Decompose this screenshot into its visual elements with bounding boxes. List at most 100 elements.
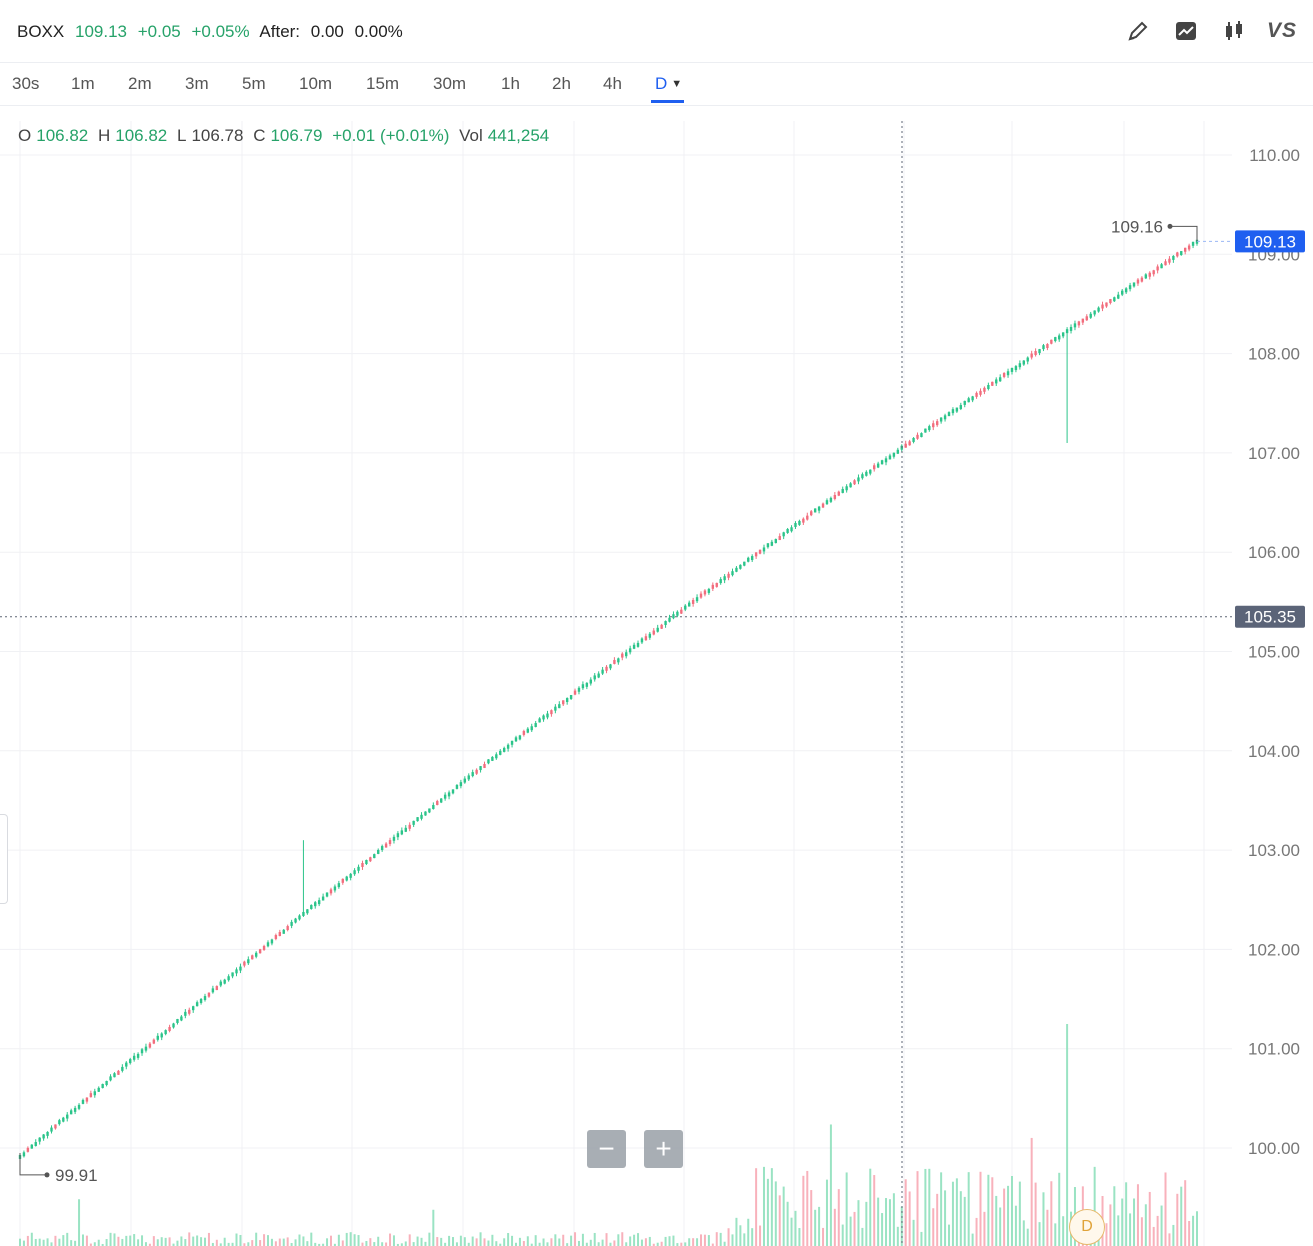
volume-bar <box>1192 1215 1195 1246</box>
candle-body <box>995 379 998 384</box>
volume-bar <box>593 1232 596 1246</box>
candle-body <box>908 441 911 446</box>
candle-body <box>1085 316 1088 321</box>
volume-bar <box>148 1243 151 1246</box>
candle-body <box>892 452 896 457</box>
candle-body <box>184 1011 187 1016</box>
candle-body <box>621 653 624 658</box>
candle-body <box>1191 241 1195 246</box>
volume-bar <box>833 1208 836 1246</box>
volume-bar <box>152 1236 155 1246</box>
volume-bar <box>798 1228 801 1246</box>
zoom-out-button[interactable]: − <box>587 1130 626 1168</box>
volume-bar <box>479 1232 482 1246</box>
volume-bar <box>192 1236 195 1246</box>
volume-bar <box>707 1235 710 1246</box>
candle-body <box>1058 335 1061 340</box>
tab-1m[interactable]: 1m <box>71 74 95 93</box>
candle-body <box>30 1144 34 1149</box>
candle-body <box>577 687 581 692</box>
tab-1h[interactable]: 1h <box>501 74 520 93</box>
candle-body <box>707 588 711 593</box>
candle-body <box>239 966 242 971</box>
tab-5m[interactable]: 5m <box>242 74 266 93</box>
tab-30s[interactable]: 30s <box>12 74 40 93</box>
volume-bar <box>888 1199 891 1246</box>
candle-body <box>747 557 750 562</box>
volume-bar <box>1125 1182 1128 1246</box>
volume-bar <box>664 1236 667 1246</box>
candle-body <box>754 552 758 557</box>
tab-3m[interactable]: 3m <box>185 74 209 93</box>
volume-bar <box>93 1242 96 1246</box>
pencil-icon[interactable] <box>1125 18 1151 44</box>
tab-2m[interactable]: 2m <box>128 74 152 93</box>
candle-body <box>853 480 856 485</box>
dividend-badge[interactable]: D <box>1069 1209 1105 1245</box>
candle-body <box>943 415 947 420</box>
volume-bar <box>944 1190 947 1246</box>
candle-body <box>987 385 990 389</box>
volume-bar <box>782 1186 785 1246</box>
candle-body <box>676 611 679 616</box>
volume-bar <box>774 1181 777 1246</box>
candle-body <box>105 1080 108 1085</box>
volume-bar <box>251 1240 254 1246</box>
volume-bar <box>644 1238 647 1246</box>
candle-body <box>282 929 285 934</box>
volume-bar <box>440 1237 443 1246</box>
candle-body <box>392 836 396 841</box>
candle-body <box>672 614 675 619</box>
candle-body <box>1042 345 1045 350</box>
candle-body <box>569 695 573 699</box>
volume-bar <box>487 1240 490 1246</box>
compare-vs-button[interactable]: VS <box>1267 19 1298 42</box>
candle-body <box>510 740 514 745</box>
candlestick-icon[interactable] <box>1221 18 1247 44</box>
tab-4h[interactable]: 4h <box>603 74 622 93</box>
candle-body <box>22 1152 26 1157</box>
side-panel-handle[interactable] <box>0 814 8 904</box>
tab-2h[interactable]: 2h <box>552 74 571 93</box>
candle-body <box>1152 270 1155 275</box>
tab-15m[interactable]: 15m <box>366 74 400 93</box>
candle-body <box>542 715 545 720</box>
tab-daily-label: D <box>655 74 668 93</box>
candle-body <box>876 463 880 468</box>
symbol[interactable]: BOXX <box>17 22 65 41</box>
volume-bar <box>885 1198 888 1246</box>
volume-bar <box>514 1242 517 1246</box>
tab-30m[interactable]: 30m <box>433 74 467 93</box>
candle-body <box>361 863 364 867</box>
candle-body <box>247 959 250 964</box>
zoom-in-button[interactable]: + <box>644 1130 683 1168</box>
tab-10m[interactable]: 10m <box>299 74 333 93</box>
tab-daily[interactable]: D ▼ <box>650 74 685 103</box>
price-chart[interactable]: 110.00109.00108.00107.00106.00105.00104.… <box>0 106 1313 1246</box>
volume-bar <box>948 1224 951 1246</box>
candle-body <box>573 690 577 695</box>
volume-bar <box>743 1233 746 1246</box>
trend-chart-icon[interactable] <box>1173 18 1199 44</box>
volume-bar <box>160 1237 163 1246</box>
volume-bar <box>503 1238 506 1246</box>
candle-body <box>258 949 262 954</box>
volume-bar <box>231 1242 234 1246</box>
candle-body <box>310 905 313 909</box>
volume-bar <box>471 1236 474 1246</box>
candle-body <box>810 511 813 516</box>
ohlc-legend: O 106.82 H 106.82 L 106.78 C 106.79 +0.01 (+… <box>18 126 554 146</box>
candle-body <box>1010 367 1014 372</box>
volume-bar <box>329 1235 332 1246</box>
candle-body <box>1164 261 1167 266</box>
volume-bar <box>829 1124 832 1246</box>
bar-change: +0.01 (+0.01%) <box>332 126 450 145</box>
volume-bar <box>912 1219 915 1246</box>
volume-bar <box>849 1216 852 1246</box>
candle-body <box>365 860 368 864</box>
volume-bar <box>680 1242 683 1246</box>
volume-bar <box>676 1243 679 1246</box>
candle-body <box>495 754 498 759</box>
volume-bar <box>672 1235 675 1246</box>
volume-bar <box>168 1237 171 1246</box>
